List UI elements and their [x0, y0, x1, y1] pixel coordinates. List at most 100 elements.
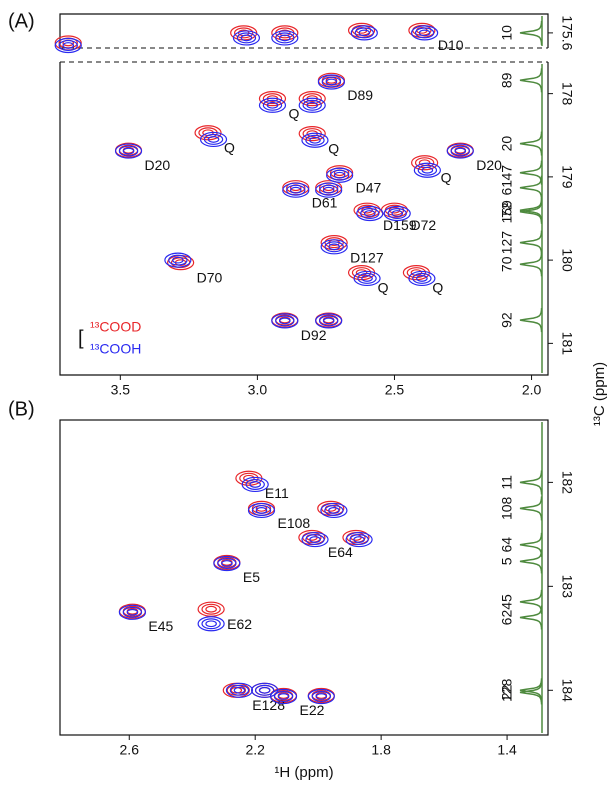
contour — [118, 145, 139, 157]
contour — [361, 275, 373, 282]
contour — [320, 239, 348, 255]
peak — [251, 682, 279, 698]
peak-label: Q — [224, 139, 235, 155]
projection-peak — [519, 496, 543, 521]
contour — [315, 693, 328, 700]
contour — [301, 531, 329, 548]
contour — [233, 27, 254, 39]
peak-label: D70 — [197, 269, 223, 285]
projection-peak — [519, 680, 543, 705]
contour — [306, 101, 319, 109]
projection-peak — [519, 131, 543, 156]
contour — [241, 476, 269, 493]
contour — [454, 147, 467, 155]
legend-entry: ¹³COOH — [90, 341, 141, 357]
contour — [122, 606, 143, 618]
y-tick-label: 183 — [559, 575, 575, 599]
peak-label: Q — [328, 140, 339, 156]
strip-frame — [59, 13, 549, 48]
peak — [413, 162, 441, 178]
contour — [413, 162, 441, 178]
contour — [309, 136, 321, 144]
projection-peak — [519, 589, 543, 614]
peak — [118, 604, 147, 620]
projection-peak — [519, 532, 543, 557]
peak-label: D61 — [312, 194, 338, 210]
peak — [197, 616, 225, 632]
peak — [320, 502, 348, 519]
contour — [118, 604, 147, 620]
contour — [232, 30, 261, 46]
contour — [298, 125, 326, 142]
peak-label: Q — [378, 279, 389, 295]
contour — [289, 186, 302, 194]
contour — [358, 29, 371, 37]
contour — [305, 534, 325, 546]
contour — [302, 93, 322, 105]
contour — [122, 147, 135, 155]
peak-label: D20 — [145, 157, 171, 173]
contour — [416, 275, 428, 282]
panel-label: (B) — [8, 398, 35, 420]
contour — [258, 97, 287, 113]
contour — [355, 269, 368, 277]
contour — [326, 167, 354, 183]
contour — [446, 143, 474, 159]
y-tick-label: 181 — [559, 332, 575, 356]
projection-label: 10 — [499, 25, 515, 41]
contour — [418, 29, 431, 37]
contour — [363, 210, 376, 217]
projection-peak — [519, 605, 543, 630]
projection-label: 64 — [499, 537, 515, 553]
peak-label: Q — [288, 105, 299, 121]
peak — [320, 239, 348, 255]
peak — [446, 143, 474, 159]
peak — [197, 601, 225, 617]
contour — [324, 241, 344, 253]
contour — [411, 25, 439, 41]
contour — [317, 74, 346, 90]
plot-frame — [59, 62, 549, 376]
contour — [412, 272, 432, 284]
x-tick-label: 1.8 — [371, 742, 391, 758]
peak — [164, 252, 192, 268]
projection-label: 92 — [499, 312, 515, 328]
peak-label: E108 — [277, 515, 310, 531]
peak — [114, 143, 143, 159]
peak-label: E5 — [243, 569, 260, 585]
contour — [205, 605, 217, 613]
contour — [114, 143, 143, 159]
y-tick-label: 184 — [559, 679, 575, 703]
contour — [391, 210, 404, 217]
projection-peak — [519, 230, 543, 255]
contour — [221, 560, 233, 567]
contour — [199, 131, 228, 148]
contour — [58, 39, 78, 51]
contour — [324, 504, 344, 516]
contour — [320, 502, 348, 519]
contour — [357, 272, 377, 284]
contour — [197, 616, 225, 632]
contour — [271, 313, 299, 329]
peak-label: D47 — [356, 179, 382, 195]
projection-peak — [519, 470, 543, 495]
y-tick-label: 178 — [559, 82, 575, 106]
peak-label: D10 — [438, 37, 464, 53]
projection-label: 70 — [499, 256, 515, 272]
contour — [315, 313, 343, 329]
x-tick-label: 3.0 — [248, 382, 268, 398]
y-tick-label: 175.6 — [559, 15, 575, 50]
contour — [251, 504, 272, 516]
projection-peak — [519, 549, 543, 574]
peak-label: E64 — [328, 544, 353, 560]
contour — [229, 684, 250, 696]
contour — [421, 166, 434, 174]
peak — [199, 131, 228, 148]
contour — [203, 133, 224, 145]
contour — [322, 317, 335, 325]
peak-label: E45 — [148, 618, 173, 634]
contour — [279, 34, 291, 42]
peak — [356, 205, 384, 222]
contour — [62, 42, 75, 49]
